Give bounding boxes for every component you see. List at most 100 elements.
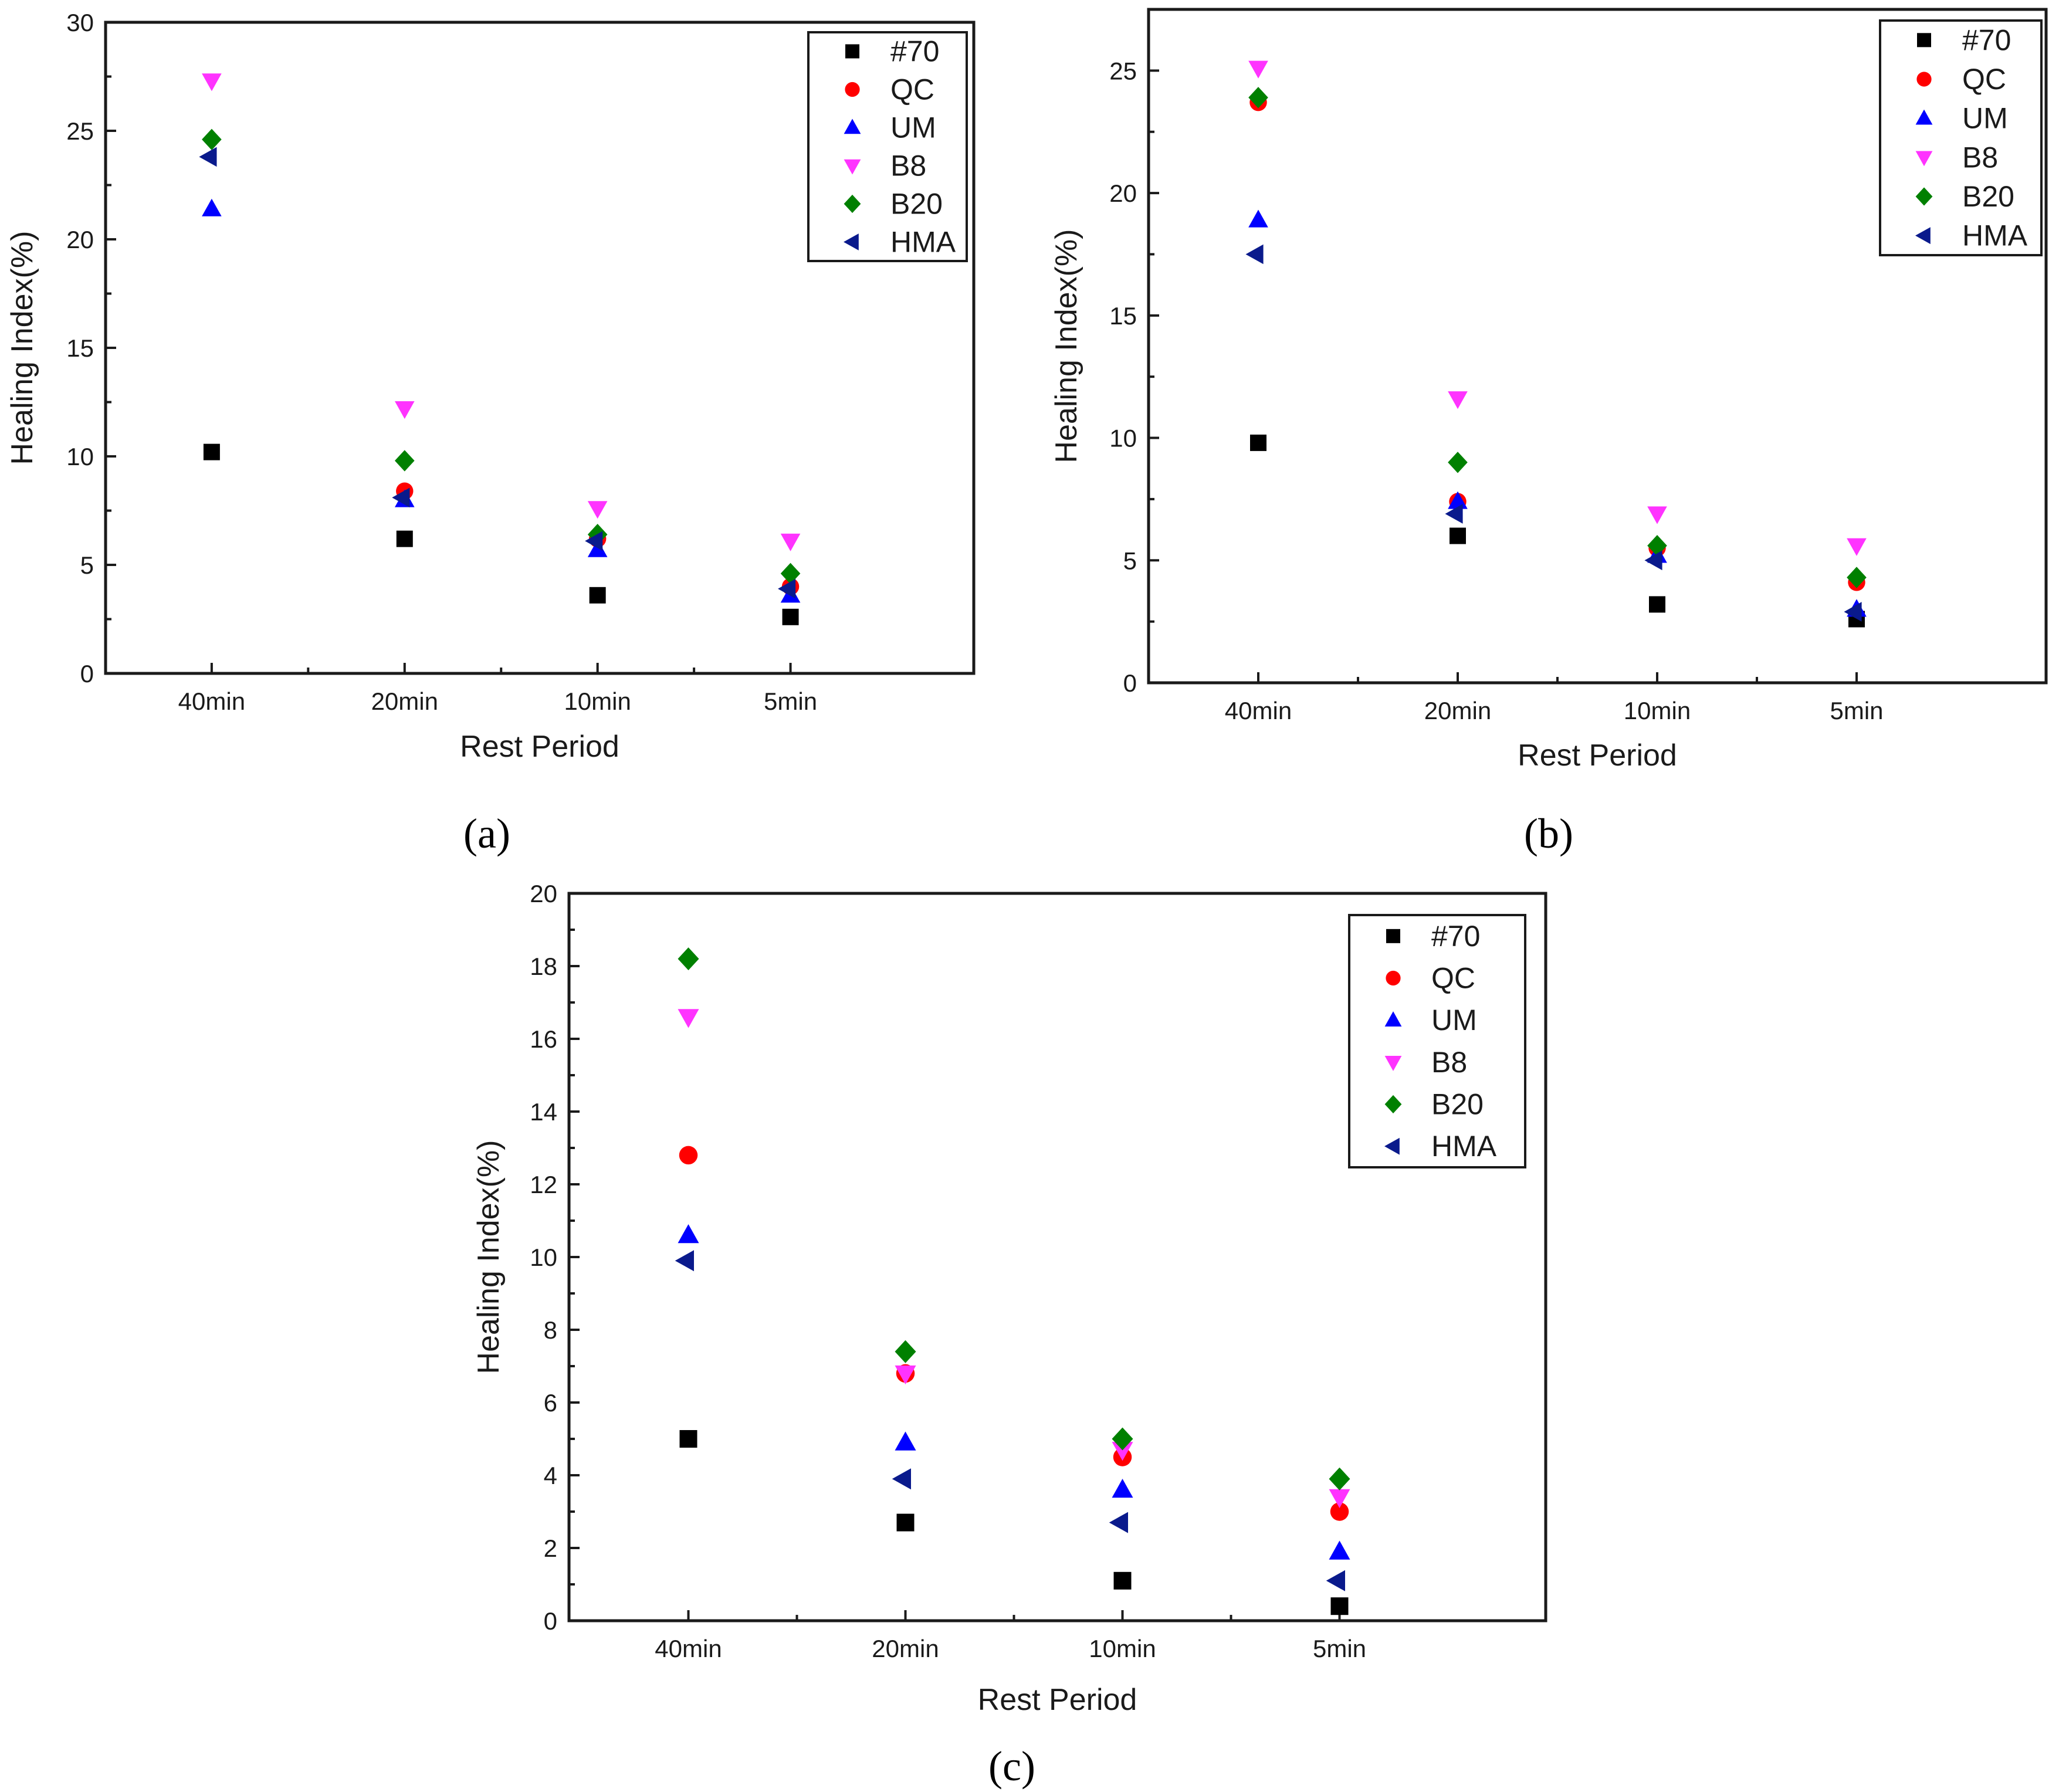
legend-marker-um [844, 118, 861, 134]
legend-label: B8 [890, 150, 926, 182]
data-point-b8 [1448, 391, 1468, 409]
data-point-b20 [780, 563, 801, 584]
panel-label: (b) [1524, 810, 1573, 857]
legend-marker-b8 [1384, 1056, 1402, 1071]
data-point-b20 [394, 450, 415, 472]
legend-label: B20 [890, 188, 943, 221]
legend-label: HMA [1431, 1130, 1497, 1163]
legend-marker-n70 [1386, 929, 1400, 943]
data-point-b8 [202, 73, 222, 92]
legend-marker-b8 [844, 159, 861, 175]
legend-marker-qc [845, 82, 860, 97]
data-point-hma [585, 531, 603, 551]
data-point-n70 [589, 587, 606, 604]
data-point-b20 [1448, 452, 1468, 473]
data-point-um [1329, 1540, 1350, 1560]
data-point-qc [1330, 1502, 1349, 1521]
y-tick-label: 2 [544, 1534, 557, 1562]
y-tick-label: 8 [544, 1316, 557, 1344]
legend-marker-hma [1384, 1137, 1400, 1155]
x-tick-label: 5min [764, 687, 817, 715]
y-tick-label: 4 [544, 1462, 557, 1489]
y-tick-label: 15 [1109, 302, 1137, 330]
y-tick-label: 10 [530, 1244, 557, 1271]
x-tick-label: 5min [1830, 697, 1883, 724]
legend-label: UM [1962, 102, 2008, 135]
y-tick-label: 20 [66, 226, 94, 253]
y-tick-label: 30 [66, 9, 94, 36]
x-tick-label: 10min [1089, 1635, 1156, 1662]
data-point-hma [199, 147, 217, 167]
chart-panel-b: 0 5 10 15 20 25 40min 20min 10min 5min Rest Period… [1049, 8, 2048, 857]
x-tick-label: 10min [564, 687, 631, 715]
x-tick-label: 40min [1225, 697, 1292, 724]
data-point-b8 [1647, 506, 1667, 524]
y-tick-label: 5 [1123, 547, 1137, 574]
x-axis-title: Rest Period [978, 1683, 1137, 1717]
panel-label: (c) [988, 1743, 1035, 1790]
data-point-n70 [1250, 434, 1266, 451]
plot-frame [1147, 8, 2048, 685]
y-tick-label: 12 [530, 1171, 557, 1198]
chart-panel-c: 0 2 4 6 8 10 12 14 16 18 20 40min 20min 10min 5min Rest… [472, 880, 1547, 1790]
legend-label: QC [1962, 63, 2006, 96]
legend-box [807, 31, 968, 262]
data-point-n70 [782, 608, 799, 625]
y-axis-title: Healing Index(%) [472, 1140, 506, 1374]
x-tick-label: 20min [371, 687, 438, 715]
y-tick-label: 10 [1109, 425, 1137, 452]
x-axis-title: Rest Period [1518, 739, 1677, 773]
x-tick-label: 20min [1424, 697, 1491, 724]
y-tick-label: 25 [66, 117, 94, 145]
legend-marker-b20 [844, 194, 861, 214]
data-point-hma [1445, 504, 1463, 524]
y-tick-label: 15 [66, 334, 94, 362]
y-tick-label: 0 [544, 1607, 557, 1635]
y-tick-label: 18 [530, 953, 557, 980]
legend-marker-b20 [1384, 1095, 1402, 1114]
data-point-um [1112, 1479, 1133, 1498]
data-point-hma [1109, 1512, 1128, 1533]
data-point-hma [778, 578, 796, 599]
data-point-um [895, 1431, 916, 1451]
data-point-um [587, 539, 608, 557]
data-point-b20 [1248, 87, 1268, 109]
legend-marker-um [1384, 1011, 1402, 1027]
legend-label: QC [890, 73, 934, 106]
y-axis-title: Healing Index(%) [1049, 229, 1083, 463]
data-point-b8 [678, 1009, 699, 1028]
data-point-b8 [587, 501, 608, 519]
x-tick-label: 5min [1313, 1635, 1366, 1662]
y-tick-label: 6 [544, 1389, 557, 1417]
x-tick-label: 40min [655, 1635, 722, 1662]
data-point-b20 [678, 947, 699, 971]
data-point-b20 [1329, 1467, 1350, 1490]
legend-box [1348, 914, 1526, 1168]
x-tick-label: 40min [178, 687, 245, 715]
legend-label: #70 [890, 35, 939, 68]
y-tick-label: 0 [1123, 669, 1137, 697]
chart-panel-a: 0 5 10 15 20 25 30 40min 20min 10min 5min Rest Peri… [5, 9, 976, 857]
legend-label: HMA [890, 226, 956, 259]
data-point-um [1248, 209, 1268, 228]
data-point-n70 [1330, 1597, 1349, 1615]
y-tick-label: 16 [530, 1025, 557, 1053]
data-point-b8 [895, 1365, 916, 1385]
data-point-hma [1644, 550, 1662, 571]
legend-label: HMA [1962, 219, 2028, 252]
legend-label: #70 [1962, 23, 2011, 56]
data-point-n70 [1649, 596, 1665, 613]
data-point-hma [1326, 1570, 1345, 1591]
legend-label: B20 [1431, 1088, 1484, 1121]
data-point-b20 [202, 128, 222, 150]
legend-marker-hma [844, 233, 859, 250]
legend-box [1879, 19, 2043, 256]
legend-marker-n70 [845, 44, 859, 59]
legend-marker-qc [1916, 72, 1932, 87]
data-point-b8 [1847, 538, 1867, 556]
legend-label: UM [1431, 1004, 1477, 1036]
data-point-n70 [1450, 527, 1466, 544]
x-tick-label: 10min [1624, 697, 1691, 724]
y-tick-label: 20 [530, 880, 557, 907]
data-point-hma [675, 1250, 694, 1272]
